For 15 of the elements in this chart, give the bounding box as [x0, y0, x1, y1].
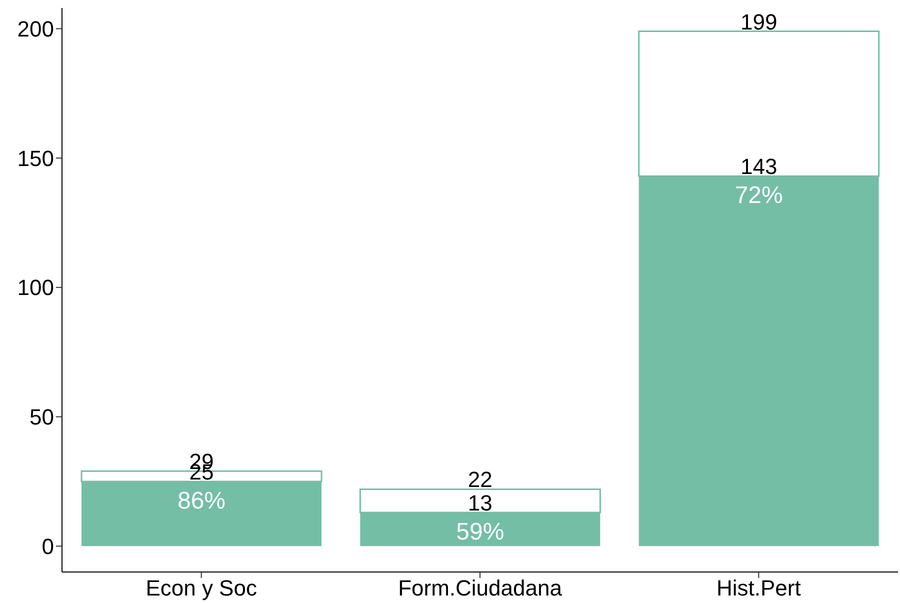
- annotation: 86%: [177, 487, 226, 514]
- annotation: 72%: [734, 182, 783, 210]
- y-tick-label: 200: [17, 16, 54, 42]
- y-tick-label: 0: [42, 534, 54, 559]
- y-tick-label: 150: [17, 146, 54, 171]
- total-label: 22: [468, 467, 492, 492]
- data-label: 143: [740, 154, 778, 180]
- total-label: 199: [740, 9, 778, 34]
- data-label: 13: [468, 490, 492, 516]
- x-tick-label: Hist.Pert: [716, 576, 801, 601]
- y-tick-label: 50: [30, 404, 54, 430]
- x-tick-label: Econ y Soc: [146, 576, 257, 601]
- annotation: 59%: [456, 518, 504, 546]
- x-tick-label: Form.Ciudadana: [398, 576, 563, 601]
- y-tick-label: 100: [17, 275, 54, 300]
